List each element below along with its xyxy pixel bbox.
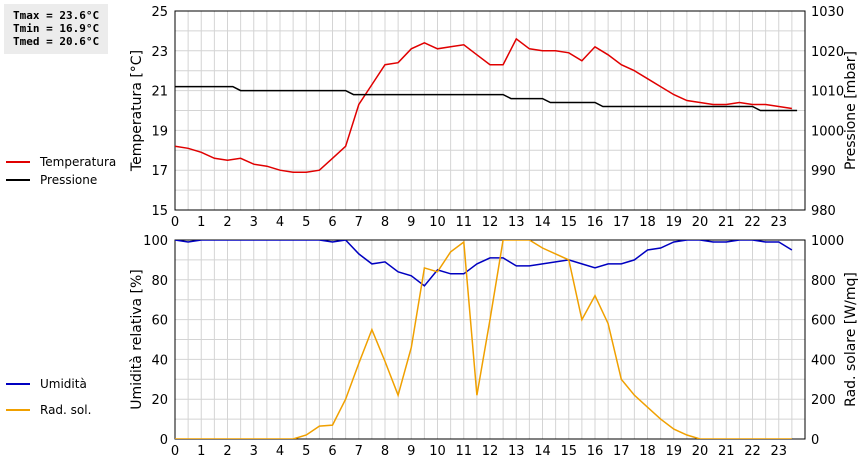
series-line-pressione — [175, 85, 798, 112]
x-tick-label: 16 — [587, 215, 604, 230]
y2-axis-title: Rad. solare [W/mq] — [843, 272, 859, 407]
legend-label: Rad. sol. — [40, 403, 92, 417]
y-axis-title: Temperatura [°C] — [129, 50, 145, 172]
y-tick-label: 80 — [151, 274, 168, 289]
x-tick-label: 11 — [455, 444, 472, 459]
x-tick-label: 8 — [381, 444, 389, 459]
x-tick-label: 5 — [302, 444, 310, 459]
x-tick-label: 4 — [276, 444, 284, 459]
y2-axis-title: Pressione [mbar] — [843, 51, 859, 170]
x-tick-label: 21 — [718, 444, 735, 459]
y-tick-label: 20 — [151, 393, 168, 408]
x-tick-label: 22 — [744, 444, 761, 459]
legend-item-temperatura: Temperatura — [6, 154, 116, 170]
legend-swatch — [6, 161, 30, 163]
x-tick-label: 9 — [407, 444, 415, 459]
x-tick-label: 7 — [355, 215, 363, 230]
series-line-umidit — [175, 240, 793, 287]
y2-tick-label: 1030 — [811, 5, 844, 20]
x-tick-label: 13 — [508, 444, 525, 459]
x-tick-label: 23 — [770, 444, 787, 459]
x-tick-label: 17 — [613, 444, 630, 459]
y-tick-label: 25 — [151, 5, 168, 20]
x-tick-label: 21 — [718, 215, 735, 230]
tmin-label: Tmin = 16.9°C — [13, 22, 100, 35]
x-tick-label: 18 — [639, 444, 656, 459]
x-tick-label: 2 — [223, 215, 231, 230]
x-tick-label: 20 — [692, 215, 709, 230]
x-tick-label: 10 — [429, 215, 446, 230]
x-tick-label: 6 — [328, 444, 336, 459]
y-tick-label: 15 — [151, 204, 168, 219]
y2-tick-label: 1020 — [811, 45, 844, 60]
x-tick-label: 2 — [223, 444, 231, 459]
x-tick-label: 15 — [560, 215, 577, 230]
y2-tick-label: 600 — [811, 314, 836, 329]
y2-tick-label: 1010 — [811, 85, 844, 100]
x-tick-label: 22 — [744, 215, 761, 230]
series-line-rad-sol — [175, 240, 792, 439]
x-tick-label: 10 — [429, 444, 446, 459]
x-tick-label: 12 — [482, 444, 499, 459]
x-tick-label: 5 — [302, 215, 310, 230]
y-tick-label: 40 — [151, 353, 168, 368]
y2-tick-label: 200 — [811, 393, 836, 408]
x-tick-label: 17 — [613, 215, 630, 230]
x-tick-label: 4 — [276, 215, 284, 230]
x-tick-label: 11 — [455, 215, 472, 230]
x-tick-label: 6 — [328, 215, 336, 230]
series-line-temperatura — [175, 37, 793, 173]
x-tick-label: 7 — [355, 444, 363, 459]
plot-frame — [174, 239, 806, 440]
y2-tick-label: 1000 — [811, 124, 844, 139]
y-tick-label: 19 — [151, 124, 168, 139]
legend-label: Pressione — [40, 173, 98, 187]
legend-swatch — [6, 179, 30, 181]
x-tick-label: 3 — [250, 444, 258, 459]
x-tick-label: 12 — [482, 215, 499, 230]
x-tick-label: 19 — [665, 444, 682, 459]
y2-tick-label: 400 — [811, 353, 836, 368]
tmax-label: Tmax = 23.6°C — [13, 9, 100, 22]
x-tick-label: 9 — [407, 215, 415, 230]
y2-tick-label: 990 — [811, 164, 836, 179]
x-tick-label: 1 — [197, 444, 205, 459]
x-tick-label: 0 — [171, 444, 179, 459]
y-tick-label: 0 — [160, 433, 168, 448]
x-tick-label: 8 — [381, 215, 389, 230]
x-tick-label: 23 — [770, 215, 787, 230]
legend-swatch — [6, 383, 30, 385]
y-tick-label: 100 — [143, 234, 168, 249]
x-tick-label: 14 — [534, 444, 551, 459]
x-tick-label: 14 — [534, 215, 551, 230]
x-tick-label: 19 — [665, 215, 682, 230]
legend-label: Temperatura — [40, 155, 117, 169]
legend-swatch — [6, 409, 30, 411]
y2-tick-label: 1000 — [811, 234, 844, 249]
x-tick-label: 13 — [508, 215, 525, 230]
x-tick-label: 0 — [171, 215, 179, 230]
temperature-stats-box: Tmax = 23.6°C Tmin = 16.9°C Tmed = 20.6°… — [4, 4, 108, 54]
plot-frame — [174, 10, 806, 211]
y2-tick-label: 800 — [811, 274, 836, 289]
y2-tick-label: 0 — [811, 433, 819, 448]
x-tick-label: 1 — [197, 215, 205, 230]
y-tick-label: 17 — [151, 164, 168, 179]
y-tick-label: 21 — [151, 85, 168, 100]
x-tick-label: 3 — [250, 215, 258, 230]
tmed-label: Tmed = 20.6°C — [13, 35, 100, 48]
y-tick-label: 60 — [151, 314, 168, 329]
legend-item-pressione: Pressione — [6, 172, 97, 188]
y-axis-title: Umidità relativa [%] — [129, 269, 145, 410]
legend-item-rad-sol: Rad. sol. — [6, 402, 91, 418]
legend-item-umidita: Umidità — [6, 376, 87, 392]
y-tick-label: 23 — [151, 45, 168, 60]
x-tick-label: 18 — [639, 215, 656, 230]
legend-label: Umidità — [40, 377, 87, 391]
x-tick-label: 16 — [587, 444, 604, 459]
x-tick-label: 20 — [692, 444, 709, 459]
x-tick-label: 15 — [560, 444, 577, 459]
y2-tick-label: 980 — [811, 204, 836, 219]
